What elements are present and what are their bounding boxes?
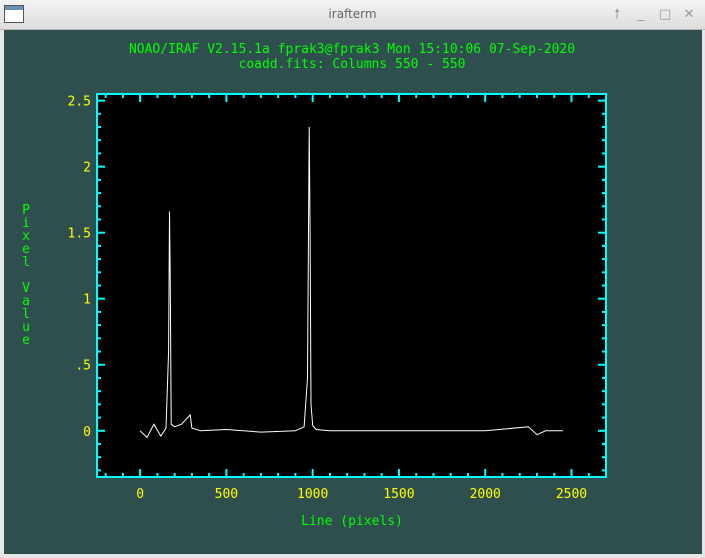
y-axis-label-char: P — [22, 203, 30, 218]
x-axis-ticks — [104, 94, 607, 477]
y-tick-label: .5 — [75, 359, 91, 374]
maximize-icon[interactable]: □ — [659, 7, 672, 22]
x-tick-label: 500 — [215, 487, 238, 502]
y-tick-label: 2 — [83, 161, 91, 176]
window-title: irafterm — [328, 7, 377, 21]
y-axis-label-char: l — [22, 307, 30, 322]
pin-icon[interactable]: 🠕 — [614, 7, 620, 22]
y-axis-label-char: u — [22, 320, 30, 335]
app-window-icon[interactable] — [4, 5, 24, 23]
minimize-icon[interactable]: _ — [637, 7, 645, 22]
window-border-bottom — [0, 554, 705, 558]
x-axis-tick-labels: 0 500 1000 1500 2000 2500 — [136, 487, 587, 502]
x-axis-label: Line (pixels) — [301, 514, 403, 529]
window-border-left — [0, 30, 4, 558]
x-tick-label: 1000 — [297, 487, 328, 502]
y-axis-label-char: i — [22, 216, 30, 231]
y-axis-label-char: l — [22, 255, 30, 270]
y-axis-ticks — [97, 99, 606, 472]
y-tick-label: 1.5 — [68, 227, 91, 242]
x-tick-label: 1500 — [383, 487, 414, 502]
y-axis-label-char: e — [22, 242, 30, 257]
y-tick-label: 0 — [83, 425, 91, 440]
plot-area — [96, 93, 607, 478]
plot-header-line1: NOAO/IRAF V2.15.1a fprak3@fprak3 Mon 15:… — [129, 42, 575, 57]
window-controls: 🠕 _ □ ✕ — [611, 6, 695, 24]
y-tick-label: 2.5 — [68, 95, 91, 110]
y-axis-label-char: a — [22, 294, 30, 309]
x-tick-label: 0 — [136, 487, 144, 502]
y-tick-label: 1 — [83, 293, 91, 308]
plot-header-line2: coadd.fits: Columns 550 - 550 — [239, 57, 466, 72]
y-axis-label-char: e — [22, 333, 30, 348]
window-titlebar: irafterm 🠕 _ □ ✕ — [0, 0, 705, 30]
window-border-right — [702, 30, 705, 558]
y-axis-tick-labels: 0 .5 1 1.5 2 2.5 — [68, 95, 91, 440]
y-axis-label-char: x — [22, 229, 30, 244]
x-tick-label: 2500 — [556, 487, 587, 502]
y-axis-label-char: V — [22, 281, 30, 296]
iraf-plot: NOAO/IRAF V2.15.1a fprak3@fprak3 Mon 15:… — [22, 42, 607, 529]
close-icon[interactable]: ✕ — [683, 7, 695, 22]
spectrum-trace — [139, 126, 563, 439]
x-tick-label: 2000 — [470, 487, 501, 502]
